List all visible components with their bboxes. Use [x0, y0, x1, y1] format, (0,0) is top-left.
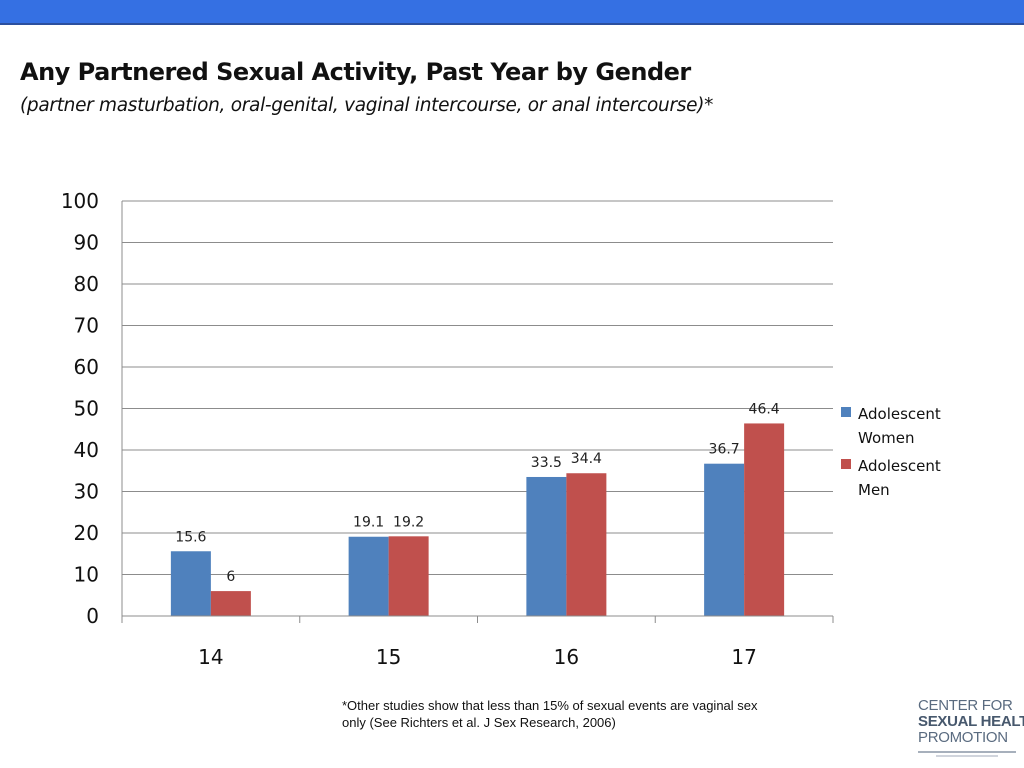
data-label-adolescent-men-14: 6: [226, 569, 235, 585]
y-tick-label-30: 30: [74, 480, 99, 504]
bar-adolescent-men-14: [210, 591, 251, 616]
bar-adolescent-men-17: [744, 423, 785, 616]
legend-swatch-adolescent-women: [841, 407, 851, 417]
x-tick-label-16: 16: [554, 645, 579, 669]
legend-label-adolescent-women: Adolescent Women: [858, 405, 941, 447]
bar-chart: 0 10 20 30 40 50 60 70 80 90 100 15.6 19.1 33.5 36.7 6 1…: [61, 189, 941, 669]
bar-adolescent-men-15: [388, 536, 429, 616]
logo-line-2: SEXUAL HEALTH: [918, 713, 1024, 730]
logo-line-1: CENTER FOR: [918, 697, 1013, 714]
center-for-sexual-health-promotion-logo: CENTER FOR SEXUAL HEALTH PROMOTION: [918, 697, 1024, 761]
footnote: *Other studies show that less than 15% o…: [342, 698, 758, 730]
x-tick-label-15: 15: [376, 645, 401, 669]
data-label-adolescent-men-16: 34.4: [571, 451, 602, 467]
data-label-adolescent-women-14: 15.6: [175, 529, 206, 545]
data-label-adolescent-women-17: 36.7: [709, 442, 740, 458]
bar-adolescent-women-17: [704, 463, 745, 616]
data-label-adolescent-women-16: 33.5: [531, 455, 562, 471]
data-label-adolescent-women-15: 19.1: [353, 515, 384, 531]
y-tick-label-90: 90: [74, 231, 99, 255]
x-tick-label-17: 17: [731, 645, 756, 669]
y-tick-label-40: 40: [74, 438, 99, 462]
data-label-adolescent-men-17: 46.4: [749, 401, 780, 417]
y-tick-label-0: 0: [86, 604, 99, 628]
bar-adolescent-women-16: [526, 476, 567, 616]
data-label-adolescent-men-15: 19.2: [393, 514, 424, 530]
y-tick-label-50: 50: [74, 397, 99, 421]
logo-line-3: PROMOTION: [918, 729, 1008, 746]
slide-subtitle: (partner masturbation, oral-genital, vag…: [20, 95, 714, 116]
y-tick-label-80: 80: [74, 272, 99, 296]
slide-title: Any Partnered Sexual Activity, Past Year…: [20, 58, 691, 86]
y-tick-label-10: 10: [74, 563, 99, 587]
bar-adolescent-women-15: [348, 536, 389, 616]
legend-label-adolescent-men: Adolescent Men: [858, 457, 941, 499]
y-tick-label-60: 60: [74, 355, 99, 379]
y-tick-label-20: 20: [74, 521, 99, 545]
y-tick-label-100: 100: [61, 189, 99, 213]
logo-small-text: [918, 751, 1016, 757]
y-tick-label-70: 70: [74, 314, 99, 338]
bar-adolescent-men-16: [566, 473, 607, 616]
bar-adolescent-women-14: [170, 551, 211, 616]
x-tick-label-14: 14: [198, 645, 223, 669]
legend-swatch-adolescent-men: [841, 459, 851, 469]
top-banner-bar: [0, 0, 1024, 25]
